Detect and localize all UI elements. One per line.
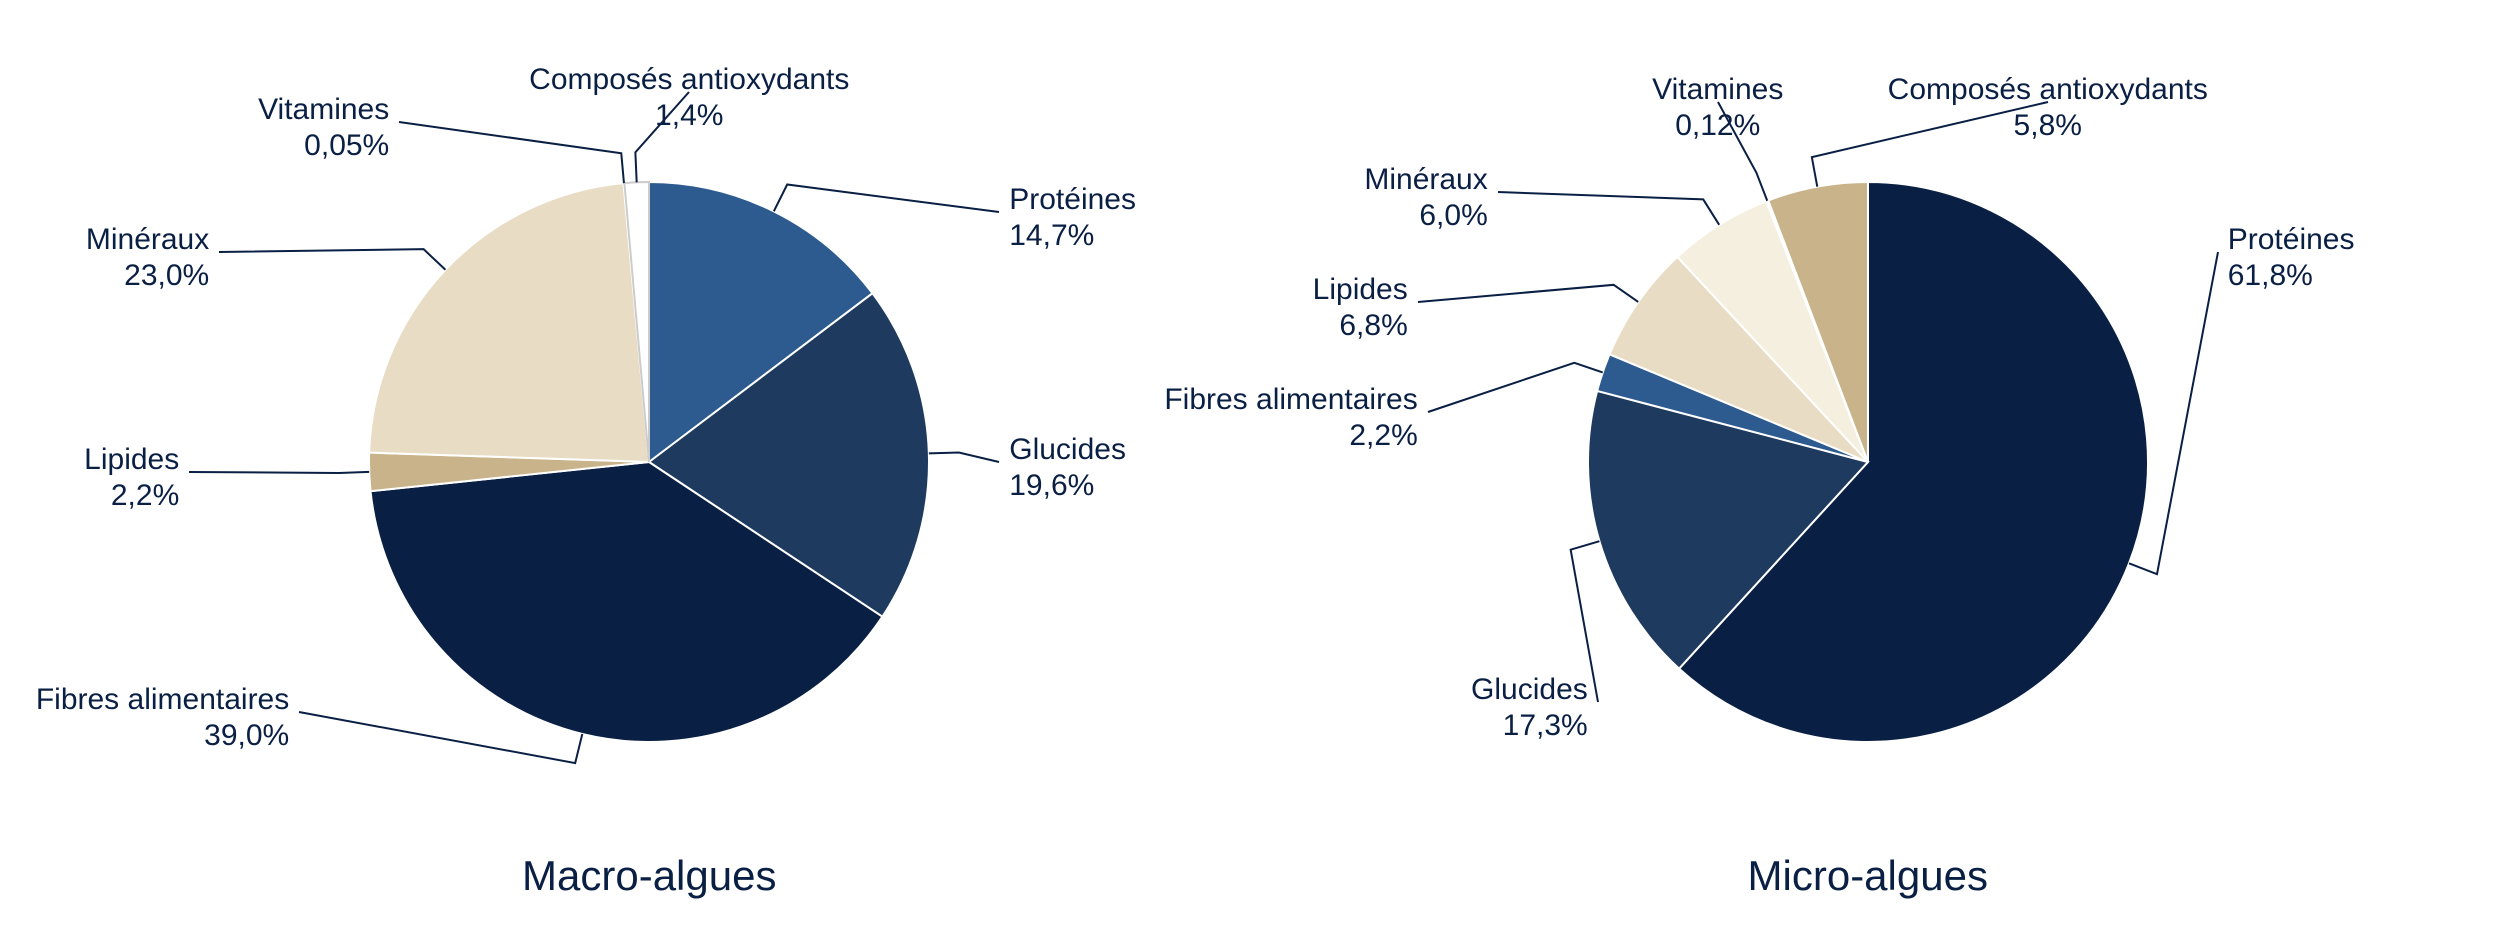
- chart-micro-algues: Protéines61,8%Glucides17,3%Fibres alimen…: [1268, 22, 2468, 922]
- leader-line: [219, 249, 445, 270]
- pie-svg: [49, 22, 1249, 842]
- pie-wrapper-0: Protéines14,7%Glucides19,6%Fibres alimen…: [49, 22, 1249, 842]
- leader-line: [189, 472, 369, 473]
- chart-title-0: Macro-algues: [522, 852, 776, 900]
- leader-line: [774, 185, 999, 212]
- leader-line: [1428, 363, 1603, 412]
- chart-title-1: Micro-algues: [1748, 852, 1988, 900]
- pie-slice: [369, 183, 649, 462]
- leader-line: [1418, 285, 1638, 302]
- leader-line: [1718, 102, 1767, 201]
- leader-line: [1812, 102, 2048, 187]
- leader-line: [1570, 541, 1599, 702]
- leader-line: [636, 92, 690, 182]
- pie-wrapper-1: Protéines61,8%Glucides17,3%Fibres alimen…: [1268, 22, 2468, 842]
- pie-svg: [1268, 22, 2468, 842]
- leader-line: [399, 122, 624, 183]
- leader-line: [1498, 192, 1719, 225]
- leader-line: [929, 453, 999, 462]
- chart-macro-algues: Protéines14,7%Glucides19,6%Fibres alimen…: [49, 22, 1249, 922]
